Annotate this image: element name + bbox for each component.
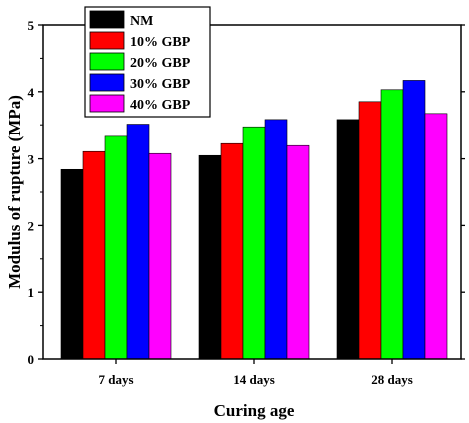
x-tick-label: 28 days [371, 372, 413, 387]
legend-swatch [89, 10, 125, 29]
y-tick-label: 3 [28, 152, 35, 167]
y-tick-label: 2 [28, 218, 35, 233]
legend-label: 40% GBP [130, 98, 191, 113]
legend-label: NM [130, 14, 153, 29]
bar-nm-14-days [198, 154, 222, 360]
x-axis: 7 days 14 days 28 days [98, 359, 413, 387]
bar-nm-7-days [60, 168, 84, 360]
bar-30-gbp-28-days [402, 80, 426, 360]
bar-40-gbp-14-days [286, 144, 310, 360]
legend-label: 10% GBP [130, 35, 191, 50]
bar-40-gbp-28-days [424, 113, 448, 360]
bar-nm-28-days [336, 119, 360, 360]
bar-30-gbp-14-days [264, 119, 288, 360]
legend-swatch [89, 52, 125, 71]
y-tick-label: 5 [28, 18, 35, 33]
bar-10-gbp-14-days [220, 142, 244, 360]
legend-label: 20% GBP [130, 56, 191, 71]
x-tick-label: 7 days [98, 372, 133, 387]
y-tick-label: 0 [28, 352, 35, 367]
bar-10-gbp-28-days [358, 101, 382, 360]
bar-20-gbp-7-days [104, 135, 128, 360]
y-tick-label: 4 [28, 85, 35, 100]
y-axis: 0 1 2 3 4 5 [28, 18, 465, 367]
bar-40-gbp-7-days [148, 152, 172, 360]
legend-label: 30% GBP [130, 77, 191, 92]
legend-swatch [89, 73, 125, 92]
x-axis-label: Curing age [214, 401, 295, 420]
y-tick-label: 1 [28, 285, 35, 300]
legend: NM 10% GBP 20% GBP 30% GBP 40% GBP [84, 6, 211, 118]
legend-swatch [89, 31, 125, 50]
bar-10-gbp-7-days [82, 150, 106, 360]
y-axis-label: Modulus of rupture (MPa) [5, 95, 24, 289]
x-tick-label: 14 days [233, 372, 275, 387]
bar-20-gbp-28-days [380, 89, 404, 360]
legend-swatch [89, 94, 125, 113]
bar-20-gbp-14-days [242, 126, 266, 360]
bar-30-gbp-7-days [126, 124, 150, 360]
bars-group [60, 80, 448, 360]
